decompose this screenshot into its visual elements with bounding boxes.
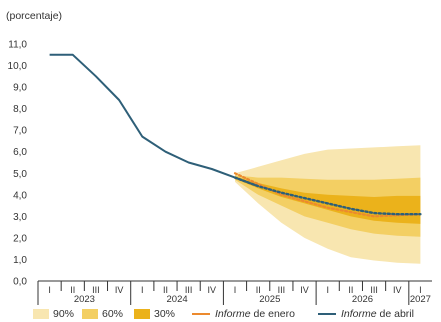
projection-chart: 0,01,02,03,04,05,06,07,08,09,010,011,0I I… — [8, 40, 432, 305]
x-tick-quarter: III — [185, 285, 193, 295]
y-tick-label: 8,0 — [13, 104, 27, 115]
series-informe-abril — [49, 53, 259, 188]
y-tick-label: 10,0 — [8, 61, 28, 72]
legend-item-abril: Informe de abril — [318, 308, 414, 320]
y-tick-label: 6,0 — [13, 147, 27, 158]
x-tick-quarter: III — [92, 285, 100, 295]
x-year-label: 2027 — [410, 294, 431, 305]
x-tick-quarter: IV — [393, 285, 402, 295]
legend-swatch-60 — [82, 309, 98, 319]
x-tick-quarter: III — [370, 285, 378, 295]
x-tick-quarter: III — [278, 285, 286, 295]
legend-label-abril-italic: Informe — [341, 308, 377, 320]
y-tick-label: 4,0 — [13, 190, 27, 201]
x-tick-quarter: I — [141, 285, 144, 295]
legend-line-abril — [318, 313, 336, 315]
x-year-label: 2023 — [74, 294, 95, 305]
legend-label-60: 60% — [102, 308, 124, 320]
x-tick-quarter: IV — [300, 285, 309, 295]
axes: 0,01,02,03,04,05,06,07,08,09,010,011,0I I… — [8, 40, 432, 305]
legend-label-enero-italic: Informe — [215, 308, 251, 320]
legend-label-abril-rest: de abril — [376, 308, 414, 320]
y-tick-label: 1,0 — [13, 255, 27, 266]
x-tick-quarter: I — [48, 285, 51, 295]
y-tick-label: 0,0 — [13, 277, 27, 288]
x-tick-quarter: II — [163, 285, 168, 295]
x-year-label: 2026 — [352, 294, 373, 305]
legend-label-enero-rest: de enero — [250, 308, 295, 320]
legend-label-30: 30% — [154, 308, 176, 320]
series-informe-abril-projection — [233, 176, 422, 216]
y-tick-label: 2,0 — [13, 233, 27, 244]
legend-item-enero: Informe de enero — [192, 308, 295, 320]
y-tick-label: 5,0 — [13, 169, 27, 180]
x-year-label: 2025 — [259, 294, 280, 305]
x-tick-quarter: II — [70, 285, 75, 295]
legend-item-30: 30% — [134, 308, 175, 320]
legend-swatch-30 — [134, 309, 150, 319]
x-year-label: 2024 — [167, 294, 188, 305]
x-tick-quarter: I — [326, 285, 329, 295]
legend-label-90: 90% — [53, 308, 75, 320]
y-tick-label: 3,0 — [13, 212, 27, 223]
y-tick-label: 7,0 — [13, 126, 27, 137]
x-tick-quarter: I — [234, 285, 237, 295]
y-tick-label: 9,0 — [13, 83, 27, 94]
series-lines — [49, 53, 422, 218]
legend-line-enero — [192, 313, 210, 315]
x-tick-quarter: II — [348, 285, 353, 295]
legend-swatch-90 — [33, 309, 49, 319]
x-tick-quarter: IV — [115, 285, 124, 295]
x-tick-quarter: IV — [208, 285, 217, 295]
y-axis-title: (porcentaje) — [6, 10, 63, 22]
y-tick-label: 11,0 — [8, 40, 27, 51]
x-tick-quarter: I — [419, 285, 422, 295]
legend-item-60: 60% — [82, 308, 123, 320]
legend-item-90: 90% — [33, 308, 74, 320]
legend: 90% 60% 30% Informe de enero Informe de … — [0, 308, 441, 322]
x-tick-quarter: II — [256, 285, 261, 295]
